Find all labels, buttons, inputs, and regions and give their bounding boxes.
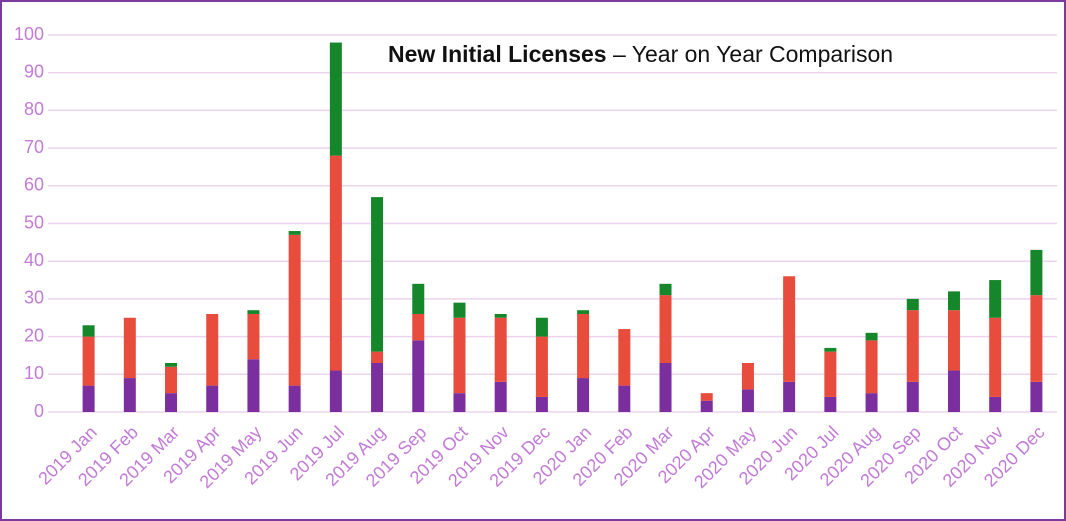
bar-segment	[165, 362, 178, 367]
bar-segment	[906, 298, 919, 311]
bar-segment	[371, 197, 384, 352]
bar-segment	[412, 283, 425, 314]
bar-segment	[165, 366, 178, 394]
bar-segment	[906, 310, 919, 382]
y-tick-label: 80	[24, 99, 44, 119]
bar-segment	[824, 347, 837, 352]
bar-segment	[659, 362, 672, 412]
bar-segment	[659, 283, 672, 296]
bar-segment	[329, 155, 342, 371]
bar-segment	[741, 389, 754, 412]
bar-segment	[824, 351, 837, 397]
bar-segment	[824, 396, 837, 412]
bar-segment	[371, 351, 384, 363]
bar-segment	[453, 302, 466, 318]
bar-segment	[206, 385, 219, 412]
bar-segment	[1030, 381, 1043, 412]
bar-segment	[783, 276, 796, 382]
y-tick-label: 20	[24, 325, 44, 345]
y-tick-label: 0	[34, 401, 44, 421]
bar-segment	[206, 313, 219, 386]
bar-segment	[123, 378, 136, 412]
bar-segment	[82, 385, 95, 412]
y-tick-label: 40	[24, 250, 44, 270]
y-tick-label: 30	[24, 288, 44, 308]
bar-segment	[82, 336, 95, 386]
bar-segment	[618, 385, 631, 412]
bar-segment	[494, 313, 507, 318]
bar-segment	[82, 325, 95, 337]
y-tick-label: 100	[14, 24, 44, 44]
bar-segment	[947, 370, 960, 412]
bar-segment	[247, 310, 260, 314]
bar-segment	[288, 385, 301, 412]
bar-segment	[288, 234, 301, 386]
bar-segment	[535, 317, 548, 337]
bar-segment	[1030, 295, 1043, 382]
bar-segment	[659, 295, 672, 363]
bar-segment	[989, 317, 1002, 397]
bar-segment	[783, 381, 796, 412]
bar-segment	[741, 362, 754, 390]
bar-segment	[412, 313, 425, 341]
y-tick-label: 10	[24, 363, 44, 383]
bar-segment	[577, 313, 590, 379]
title-rest: – Year on Year Comparison	[613, 41, 893, 67]
bar-segment	[1030, 249, 1043, 296]
bar-segment	[700, 400, 713, 412]
title-bold: New Initial Licenses	[388, 41, 607, 67]
bar-segment	[247, 313, 260, 360]
bar-segment	[247, 359, 260, 412]
bar-segment	[906, 381, 919, 412]
bar-segment	[989, 280, 1002, 318]
bar-segment	[453, 393, 466, 412]
bar-segment	[494, 381, 507, 412]
bar-segment	[288, 231, 301, 235]
chart-title: New Initial Licenses – Year on Year Comp…	[388, 41, 893, 67]
bar-segment	[329, 370, 342, 412]
bar-segment	[700, 393, 713, 401]
bar-segment	[494, 317, 507, 382]
bar-segment	[371, 362, 384, 412]
bar-segment	[535, 336, 548, 397]
bar-segment	[865, 393, 878, 412]
bar-segment	[618, 329, 631, 386]
y-tick-label: 50	[24, 212, 44, 232]
bars	[82, 42, 1043, 412]
bar-segment	[947, 310, 960, 371]
bar-segment	[989, 396, 1002, 412]
bar-segment	[412, 340, 425, 412]
y-tick-label: 60	[24, 175, 44, 195]
bar-segment	[123, 317, 136, 379]
bar-segment	[577, 310, 590, 314]
bar-segment	[947, 291, 960, 311]
bar-segment	[865, 340, 878, 394]
y-tick-label: 70	[24, 137, 44, 157]
bar-segment	[453, 317, 466, 394]
bar-segment	[865, 332, 878, 341]
y-tick-label: 90	[24, 61, 44, 81]
bar-segment	[329, 42, 342, 156]
bar-segment	[577, 378, 590, 412]
bar-segment	[165, 393, 178, 412]
bar-segment	[535, 396, 548, 412]
